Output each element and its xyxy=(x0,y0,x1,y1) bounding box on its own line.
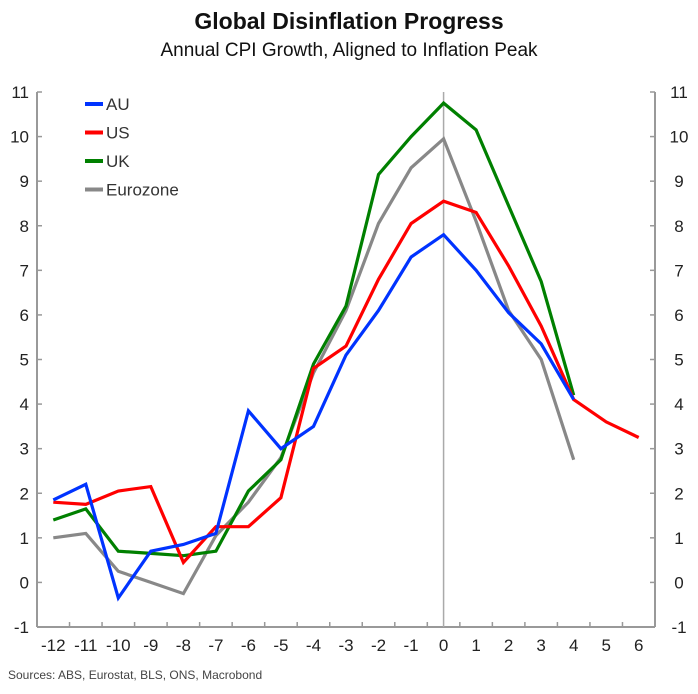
x-tick-label: -5 xyxy=(273,636,288,655)
x-tick-label: 4 xyxy=(569,636,578,655)
left-y-tick-label: -1 xyxy=(14,618,29,637)
x-tick-label: 0 xyxy=(439,636,448,655)
right-y-tick-label: 6 xyxy=(674,306,683,325)
left-y-tick-label: 1 xyxy=(20,529,29,548)
legend-label-eurozone: Eurozone xyxy=(106,181,179,200)
left-y-tick-label: 6 xyxy=(20,306,29,325)
x-tick-label: 6 xyxy=(634,636,643,655)
left-y-tick-label: 11 xyxy=(11,83,29,102)
legend: AU US UK Eurozone xyxy=(85,95,179,200)
right-y-tick-label: 8 xyxy=(674,217,683,236)
right-y-tick-label: 11 xyxy=(670,83,688,102)
x-tick-label: -3 xyxy=(338,636,353,655)
right-y-tick-label: -1 xyxy=(671,618,686,637)
legend-label-uk: UK xyxy=(106,152,130,171)
right-y-tick-label: 4 xyxy=(674,395,683,414)
right-y-tick-label: 1 xyxy=(674,529,683,548)
left-y-tick-label: 2 xyxy=(20,484,29,503)
series-line-us xyxy=(53,199,640,566)
right-y-tick-label: 7 xyxy=(674,261,683,280)
x-tick-label: 2 xyxy=(504,636,513,655)
x-tick-label: 1 xyxy=(471,636,480,655)
chart-title: Global Disinflation Progress xyxy=(194,8,504,34)
x-tick-label: -4 xyxy=(306,636,321,655)
right-y-tick-label: 2 xyxy=(674,484,683,503)
series-lines xyxy=(52,100,640,602)
x-tick-label: -6 xyxy=(241,636,256,655)
x-tick-label: 5 xyxy=(601,636,610,655)
left-y-tick-label: 10 xyxy=(10,128,29,147)
right-y-tick-label: 3 xyxy=(674,440,683,459)
x-tick-label: -9 xyxy=(143,636,158,655)
right-y-tick-label: 10 xyxy=(670,128,689,147)
x-tick-label: -2 xyxy=(371,636,386,655)
x-tick-label: -12 xyxy=(41,636,66,655)
left-y-tick-label: 7 xyxy=(20,261,29,280)
x-tick-label: -10 xyxy=(106,636,131,655)
left-y-tick-label: 4 xyxy=(20,395,29,414)
left-y-tick-label: 0 xyxy=(20,573,29,592)
x-tick-label: -7 xyxy=(208,636,223,655)
x-tick-label: 3 xyxy=(536,636,545,655)
series-line-uk xyxy=(52,100,576,558)
right-y-tick-label: 0 xyxy=(674,573,683,592)
left-y-tick-label: 5 xyxy=(20,351,29,370)
legend-label-us: US xyxy=(106,124,130,143)
legend-label-au: AU xyxy=(106,95,130,114)
left-y-tick-label: 9 xyxy=(20,172,29,191)
right-y-tick-label: 5 xyxy=(674,351,683,370)
series-line-au xyxy=(52,232,576,602)
x-tick-label: -1 xyxy=(403,636,418,655)
x-tick-label: -8 xyxy=(176,636,191,655)
left-y-tick-label: 8 xyxy=(20,217,29,236)
source-note: Sources: ABS, Eurostat, BLS, ONS, Macrob… xyxy=(8,668,263,682)
left-y-tick-label: 3 xyxy=(20,440,29,459)
chart-subtitle: Annual CPI Growth, Aligned to Inflation … xyxy=(160,40,538,61)
right-y-tick-label: 9 xyxy=(674,172,683,191)
x-tick-label: -11 xyxy=(74,636,97,655)
